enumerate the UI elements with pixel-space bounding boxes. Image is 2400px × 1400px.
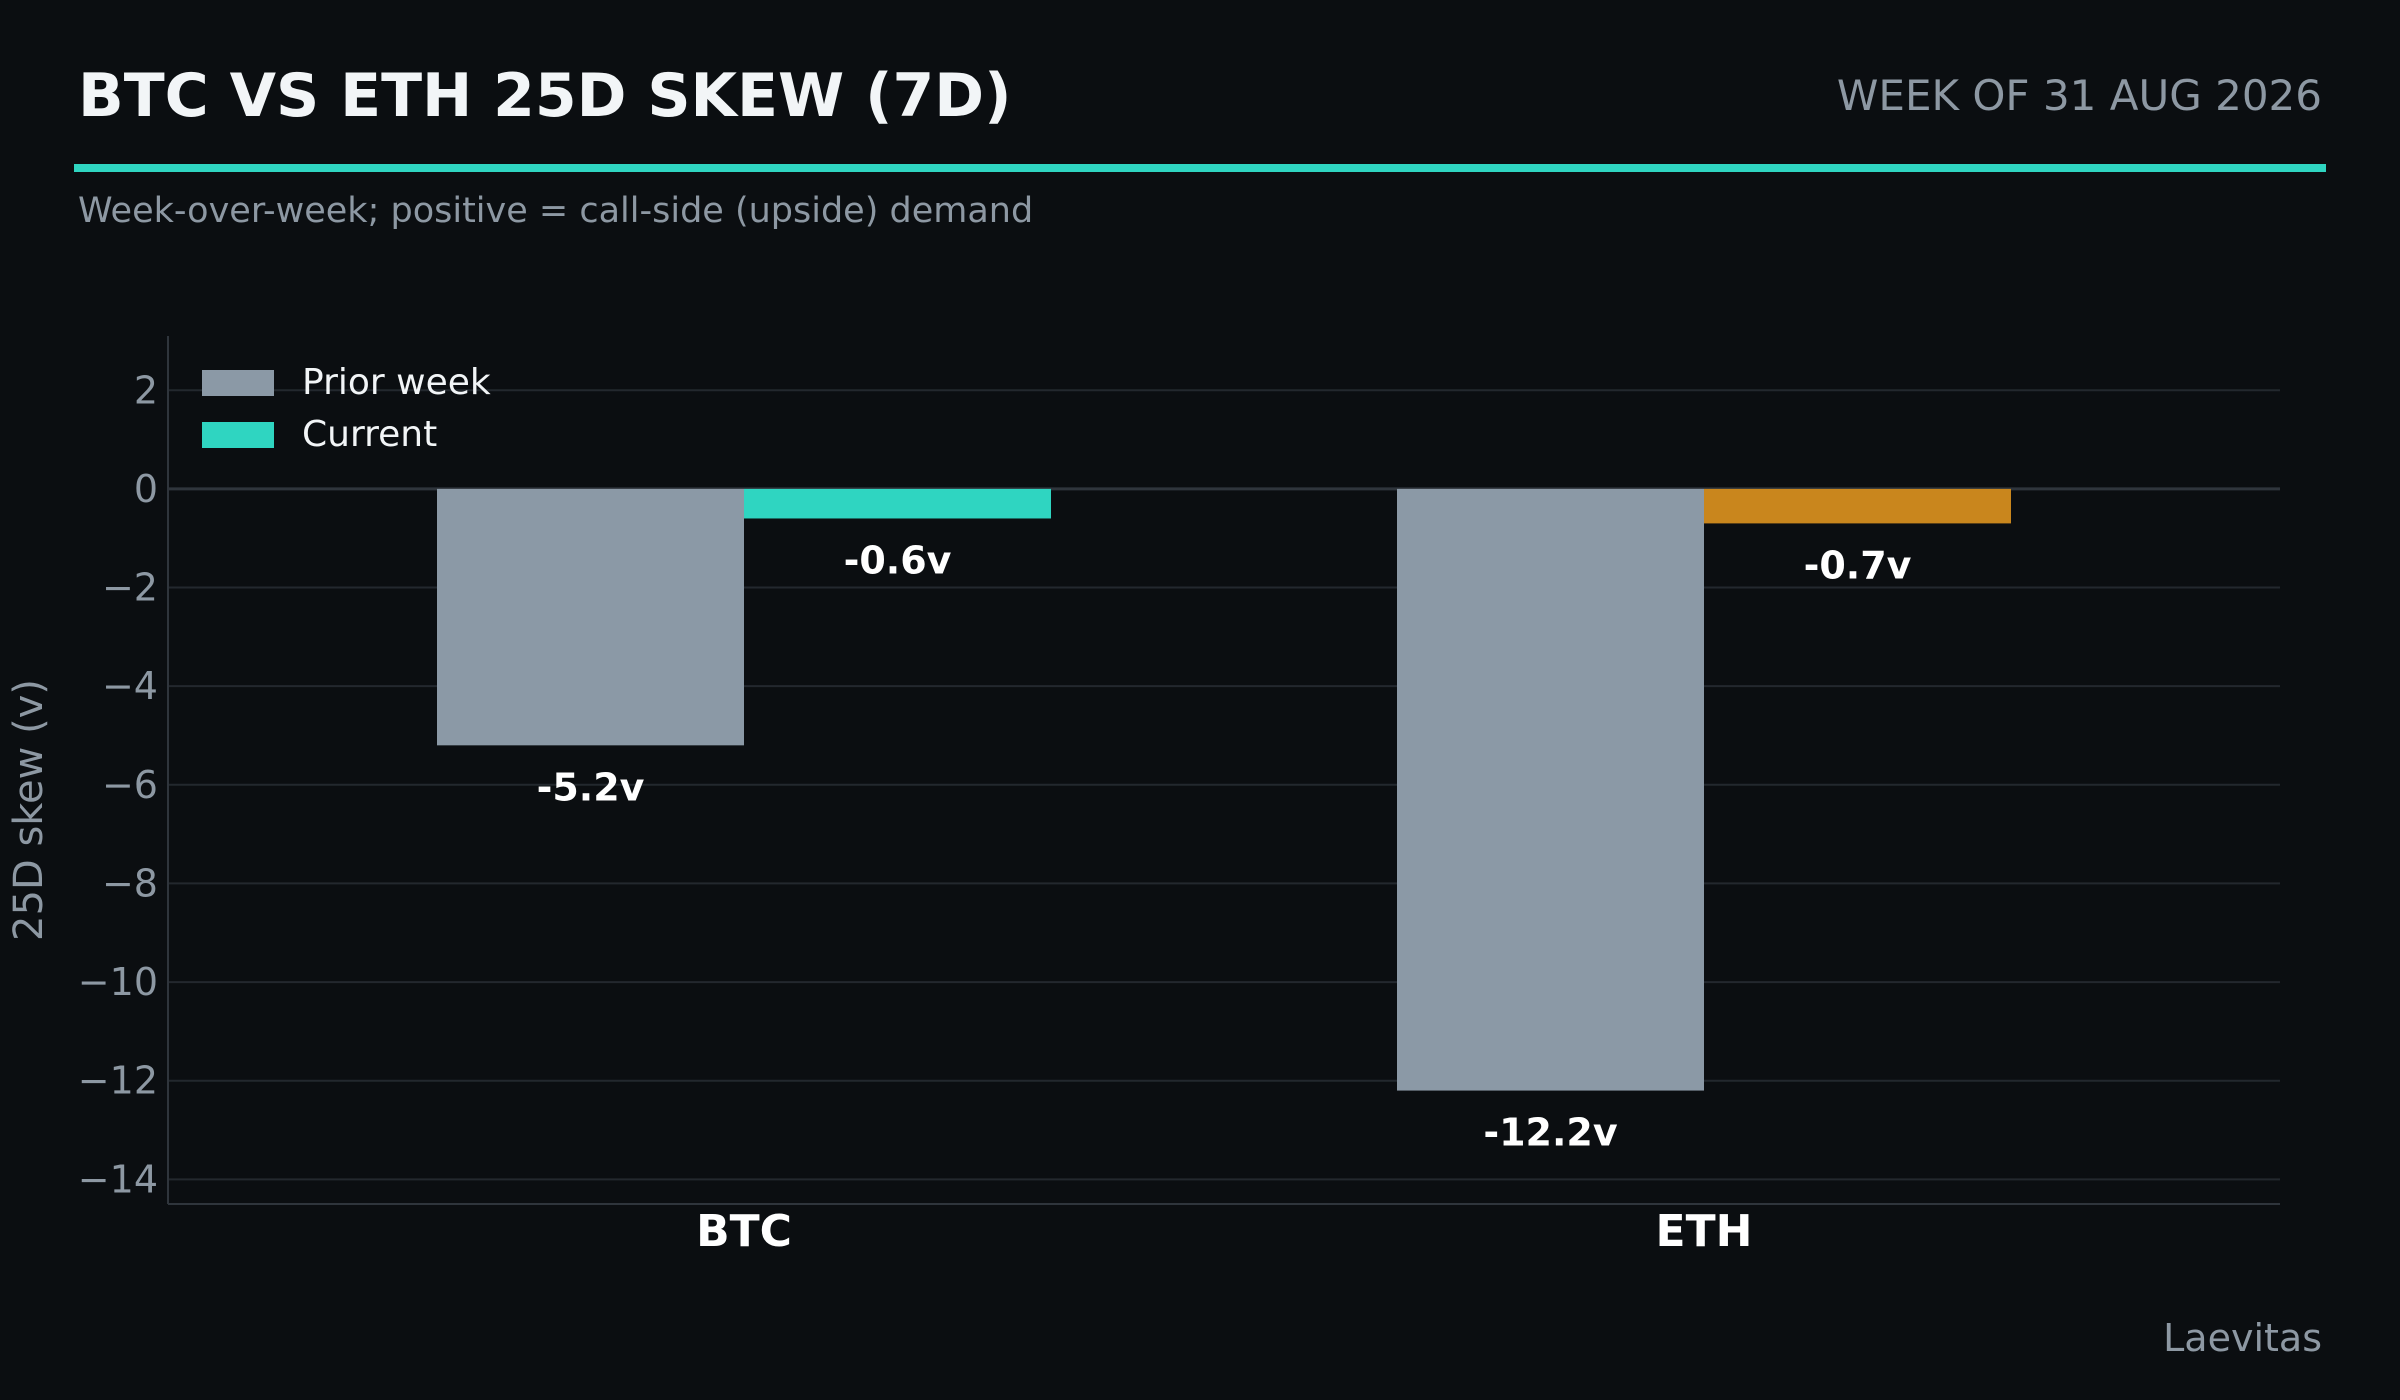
data-label: -0.6v: [844, 538, 952, 582]
source-label: Laevitas: [2163, 1316, 2322, 1360]
y-tick-label: −8: [102, 861, 158, 905]
legend-swatch-prior-week: [202, 370, 274, 396]
y-axis-label: 25D skew (v): [6, 679, 52, 941]
chart-header: BTC VS ETH 25D SKEW (7D) WEEK OF 31 AUG …: [78, 56, 2322, 136]
y-tick-label: −2: [102, 566, 158, 610]
bar-eth-current: [1704, 488, 2011, 524]
chart-title: BTC VS ETH 25D SKEW (7D): [78, 61, 1012, 131]
bar-eth-prior-week: [1397, 488, 1704, 1091]
y-tick-label: −4: [102, 664, 158, 708]
y-tick-label: −10: [78, 960, 158, 1004]
bar-btc-prior-week: [437, 488, 744, 746]
x-tick-label: BTC: [696, 1206, 792, 1257]
data-label: -5.2v: [537, 765, 645, 809]
y-tick-label: −6: [102, 763, 158, 807]
y-tick-label: −14: [78, 1157, 158, 1201]
legend-label: Prior week: [302, 362, 491, 403]
legend-swatch-current: [202, 422, 274, 448]
accent-rule: [74, 164, 2326, 172]
y-tick-label: 0: [134, 467, 158, 511]
y-tick-label: 2: [134, 368, 158, 412]
bar-btc-current: [744, 488, 1051, 519]
data-label: -0.7v: [1804, 543, 1912, 587]
x-tick-label: ETH: [1656, 1206, 1753, 1257]
data-label: -12.2v: [1483, 1111, 1618, 1155]
legend-label: Current: [302, 414, 437, 455]
chart-subtitle: Week-over-week; positive = call-side (up…: [78, 191, 1034, 231]
y-tick-label: −12: [78, 1059, 158, 1103]
week-label: WEEK OF 31 AUG 2026: [1836, 71, 2322, 120]
